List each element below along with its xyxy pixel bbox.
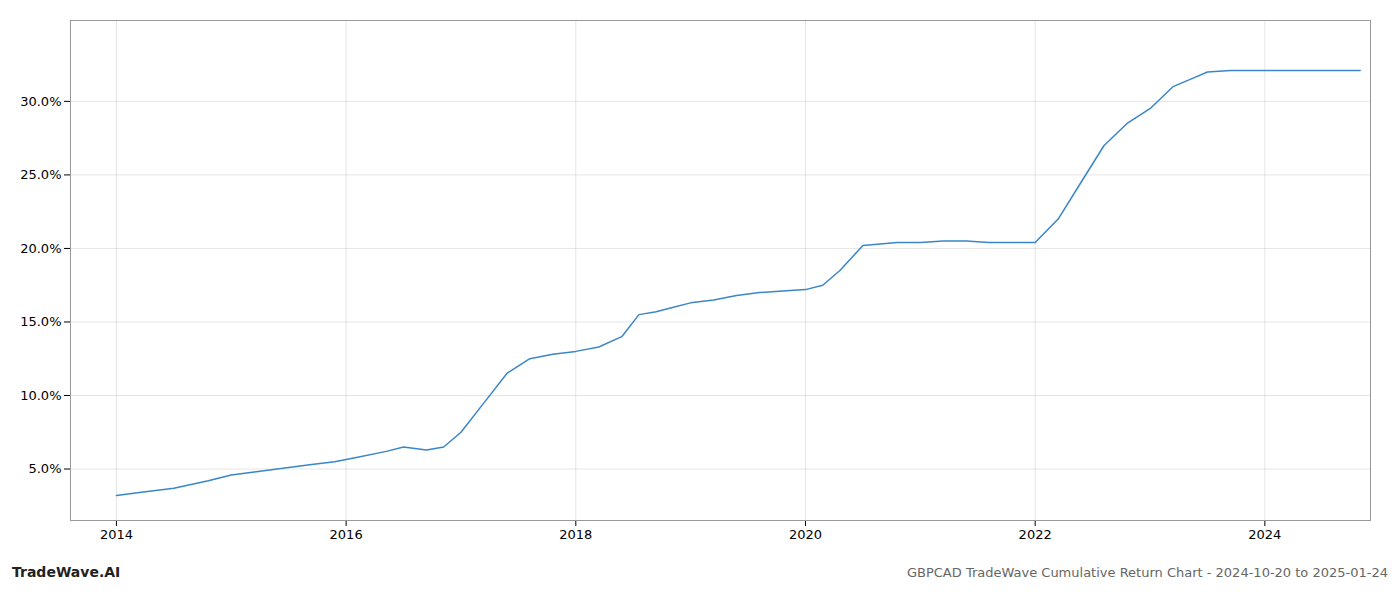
svg-text:10.0%: 10.0% [20, 388, 61, 403]
html-text:GBPCAD TradeWave Cumulative Re: GBPCAD TradeWave Cumulative Return Chart… [907, 565, 1388, 580]
svg-text:5.0%: 5.0% [28, 461, 61, 476]
html-text:TradeWave.AI: TradeWave.AI [12, 564, 121, 580]
svg-text:25.0%: 25.0% [20, 167, 61, 182]
svg-text:2022: 2022 [1019, 527, 1052, 542]
svg-text:2024: 2024 [1248, 527, 1281, 542]
svg-text:2014: 2014 [100, 527, 133, 542]
svg-text:30.0%: 30.0% [20, 94, 61, 109]
svg-text:2020: 2020 [789, 527, 822, 542]
svg-text:2016: 2016 [330, 527, 363, 542]
svg-text:2018: 2018 [559, 527, 592, 542]
svg-text:15.0%: 15.0% [20, 314, 61, 329]
svg-text:20.0%: 20.0% [20, 241, 61, 256]
